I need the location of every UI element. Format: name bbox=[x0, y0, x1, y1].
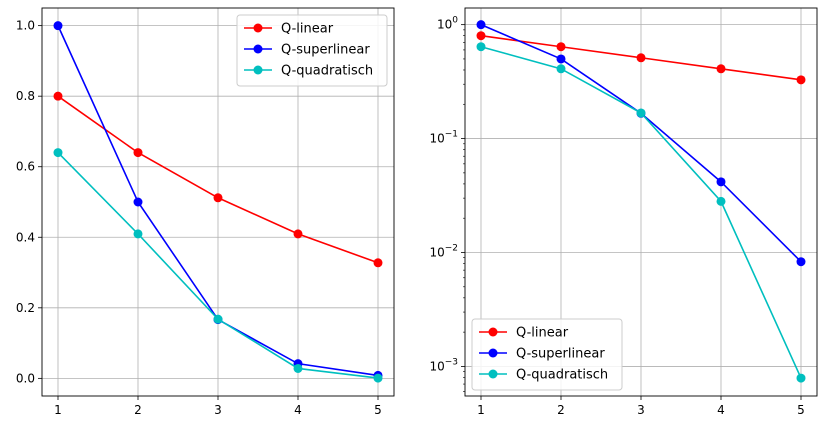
data-point bbox=[53, 21, 63, 31]
legend: Q-linear Q-superlinear Q-quadratisch bbox=[236, 14, 388, 87]
data-point bbox=[293, 363, 303, 373]
log-chart: 1 2 3 4 5 10−3 10−2 10−1 100 Q-linear Q-superlinea… bbox=[429, 7, 818, 417]
data-point bbox=[476, 42, 486, 52]
y-tick-label: 0.0 bbox=[16, 371, 35, 385]
legend-label: Q-linear bbox=[516, 326, 569, 341]
x-tick-label: 3 bbox=[637, 403, 645, 417]
y-tick-label: 0.2 bbox=[16, 301, 35, 315]
data-point bbox=[636, 53, 646, 63]
y-tick-label: 0.6 bbox=[16, 160, 35, 174]
data-point bbox=[293, 229, 303, 239]
data-point bbox=[53, 148, 63, 158]
legend-marker bbox=[488, 369, 498, 379]
legend-marker bbox=[488, 327, 498, 337]
y-tick-label: 0.4 bbox=[16, 230, 35, 244]
legend-label: Q-superlinear bbox=[281, 43, 370, 58]
data-point bbox=[716, 64, 726, 74]
legend-label: Q-superlinear bbox=[516, 347, 605, 362]
legend-marker bbox=[253, 65, 263, 75]
data-point bbox=[556, 64, 566, 74]
data-point bbox=[796, 257, 806, 267]
data-point bbox=[213, 193, 223, 203]
data-point bbox=[636, 108, 646, 118]
x-tick-label: 1 bbox=[54, 403, 62, 417]
data-point bbox=[556, 42, 566, 52]
x-tick-label: 2 bbox=[557, 403, 565, 417]
legend-box bbox=[471, 318, 623, 391]
legend-marker bbox=[253, 44, 263, 54]
data-point bbox=[373, 258, 383, 268]
x-tick-label: 3 bbox=[214, 403, 222, 417]
x-tick-label: 4 bbox=[717, 403, 725, 417]
y-tick-label: 0.8 bbox=[16, 89, 35, 103]
legend-label: Q-quadratisch bbox=[281, 64, 373, 79]
x-tick-label: 4 bbox=[294, 403, 302, 417]
data-point bbox=[476, 31, 486, 41]
data-point bbox=[53, 91, 63, 101]
y-tick-label: 10−1 bbox=[429, 130, 458, 146]
legend: Q-linear Q-superlinear Q-quadratisch bbox=[471, 318, 623, 391]
legend-marker bbox=[253, 23, 263, 33]
data-point bbox=[133, 197, 143, 207]
data-point bbox=[373, 373, 383, 383]
data-point bbox=[796, 75, 806, 85]
data-point bbox=[133, 229, 143, 239]
linear-chart: 1 2 3 4 5 0.0 0.2 0.4 0.6 0.8 1.0 Q-linear Q-superli… bbox=[16, 7, 395, 417]
data-point bbox=[213, 314, 223, 324]
x-tick-label: 5 bbox=[374, 403, 382, 417]
y-tick-label: 10−3 bbox=[429, 357, 458, 373]
legend-marker bbox=[488, 348, 498, 358]
data-point bbox=[716, 196, 726, 206]
data-point bbox=[796, 373, 806, 383]
y-tick-label: 10−2 bbox=[429, 243, 458, 259]
y-tick-label: 1.0 bbox=[16, 19, 35, 33]
x-tick-label: 2 bbox=[134, 403, 142, 417]
data-point bbox=[133, 148, 143, 158]
data-point bbox=[476, 20, 486, 30]
x-tick-label: 5 bbox=[797, 403, 805, 417]
x-tick-label: 1 bbox=[477, 403, 485, 417]
data-point bbox=[556, 54, 566, 64]
y-tick-label: 100 bbox=[437, 16, 458, 32]
data-point bbox=[716, 177, 726, 187]
legend-label: Q-linear bbox=[281, 22, 334, 37]
legend-label: Q-quadratisch bbox=[516, 368, 608, 383]
legend-box bbox=[236, 14, 388, 87]
